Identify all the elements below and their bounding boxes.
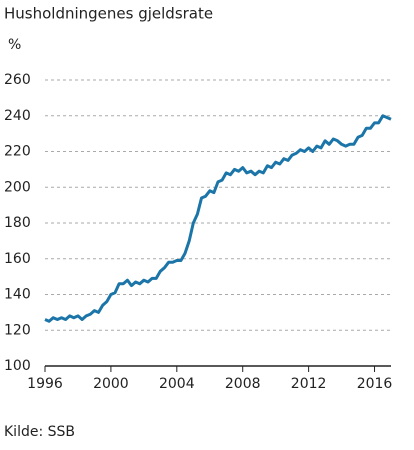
x-tick-label: 2012: [291, 376, 327, 392]
y-tick-label: 200: [4, 179, 31, 195]
y-tick-label: 140: [4, 287, 31, 303]
y-axis-label: %: [8, 37, 21, 53]
y-tick-label: 240: [4, 108, 31, 124]
y-tick-label: 180: [4, 215, 31, 231]
data-line: [44, 114, 392, 323]
source: Kilde: SSB: [4, 424, 75, 440]
y-tick-label: 220: [4, 144, 31, 160]
x-tick-label: 2016: [357, 376, 393, 392]
y-tick-label: 120: [4, 322, 31, 338]
y-tick-label: 100: [4, 358, 31, 374]
x-tick-label: 2004: [159, 376, 195, 392]
y-tick-label: 260: [4, 72, 31, 88]
y-tick-label: 160: [4, 251, 31, 267]
x-tick-label: 2008: [225, 376, 261, 392]
x-tick-label: 2000: [93, 376, 129, 392]
chart-title: Husholdningenes gjeldsrate: [4, 5, 213, 23]
x-tick-label: 1996: [27, 376, 63, 392]
